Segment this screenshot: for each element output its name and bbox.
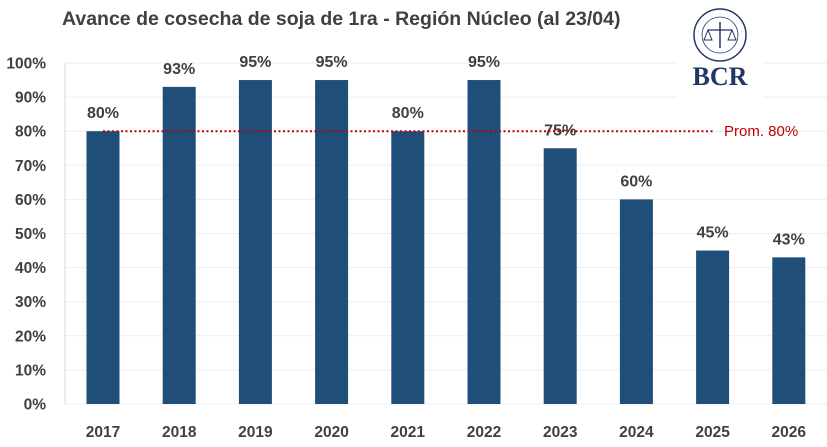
bar-2024 — [619, 199, 653, 404]
data-label: 95% — [239, 54, 271, 71]
y-tick-label: 80% — [15, 124, 46, 141]
data-label: 45% — [697, 225, 729, 242]
y-tick-label: 90% — [15, 90, 46, 107]
data-label: 60% — [620, 173, 652, 190]
x-tick-label: 2025 — [695, 424, 730, 441]
y-tick-label: 70% — [15, 158, 46, 175]
x-tick-label: 2020 — [314, 424, 348, 441]
data-label: 80% — [87, 105, 119, 122]
x-tick-label: 2023 — [543, 424, 578, 441]
bar-2019 — [238, 80, 272, 405]
bar-2026 — [772, 257, 806, 404]
data-label: 93% — [163, 61, 195, 78]
data-label: 80% — [392, 105, 424, 122]
y-tick-label: 0% — [24, 397, 47, 414]
bar-2020 — [315, 80, 349, 405]
data-label: 43% — [773, 231, 805, 248]
y-tick-label: 30% — [15, 294, 46, 311]
y-tick-label: 10% — [15, 362, 46, 379]
logo-text: BCR — [693, 62, 748, 91]
y-tick-label: 20% — [15, 328, 46, 345]
bar-2025 — [696, 250, 730, 404]
chart-title: Avance de cosecha de soja de 1ra - Regió… — [62, 8, 621, 30]
y-tick-label: 40% — [15, 260, 46, 277]
bars: 80% 93% 95% 95% 80% 95% 75% 60% 45% 43% — [86, 54, 806, 405]
bar-2021 — [391, 131, 425, 404]
bar-2017 — [86, 131, 120, 404]
bar-2023 — [543, 148, 577, 404]
average-line-group: Prom. 80% — [103, 123, 798, 140]
bar-2022 — [467, 80, 501, 405]
bcr-logo: BCR — [677, 0, 763, 98]
bar-2018 — [162, 86, 196, 405]
data-label: 95% — [316, 54, 348, 71]
average-label: Prom. 80% — [724, 123, 798, 140]
x-tick-label: 2026 — [772, 424, 807, 441]
y-tick-label: 60% — [15, 192, 46, 209]
x-tick-label: 2017 — [86, 424, 120, 441]
x-tick-label: 2024 — [619, 424, 654, 441]
seal-icon — [693, 8, 747, 62]
x-tick-label: 2018 — [162, 424, 197, 441]
y-tick-label: 100% — [6, 56, 46, 73]
x-tick-label: 2019 — [238, 424, 273, 441]
data-label: 75% — [544, 122, 576, 139]
x-tick-label: 2021 — [391, 424, 426, 441]
data-label: 95% — [468, 54, 500, 71]
y-axis: 0% 10% 20% 30% 40% 50% 60% 70% 80% 90% 100% — [6, 56, 46, 414]
x-tick-label: 2022 — [467, 424, 501, 441]
y-tick-label: 50% — [15, 226, 46, 243]
x-axis: 2017 2018 2019 2020 2021 2022 2023 2024 2025 2026 — [86, 424, 807, 441]
